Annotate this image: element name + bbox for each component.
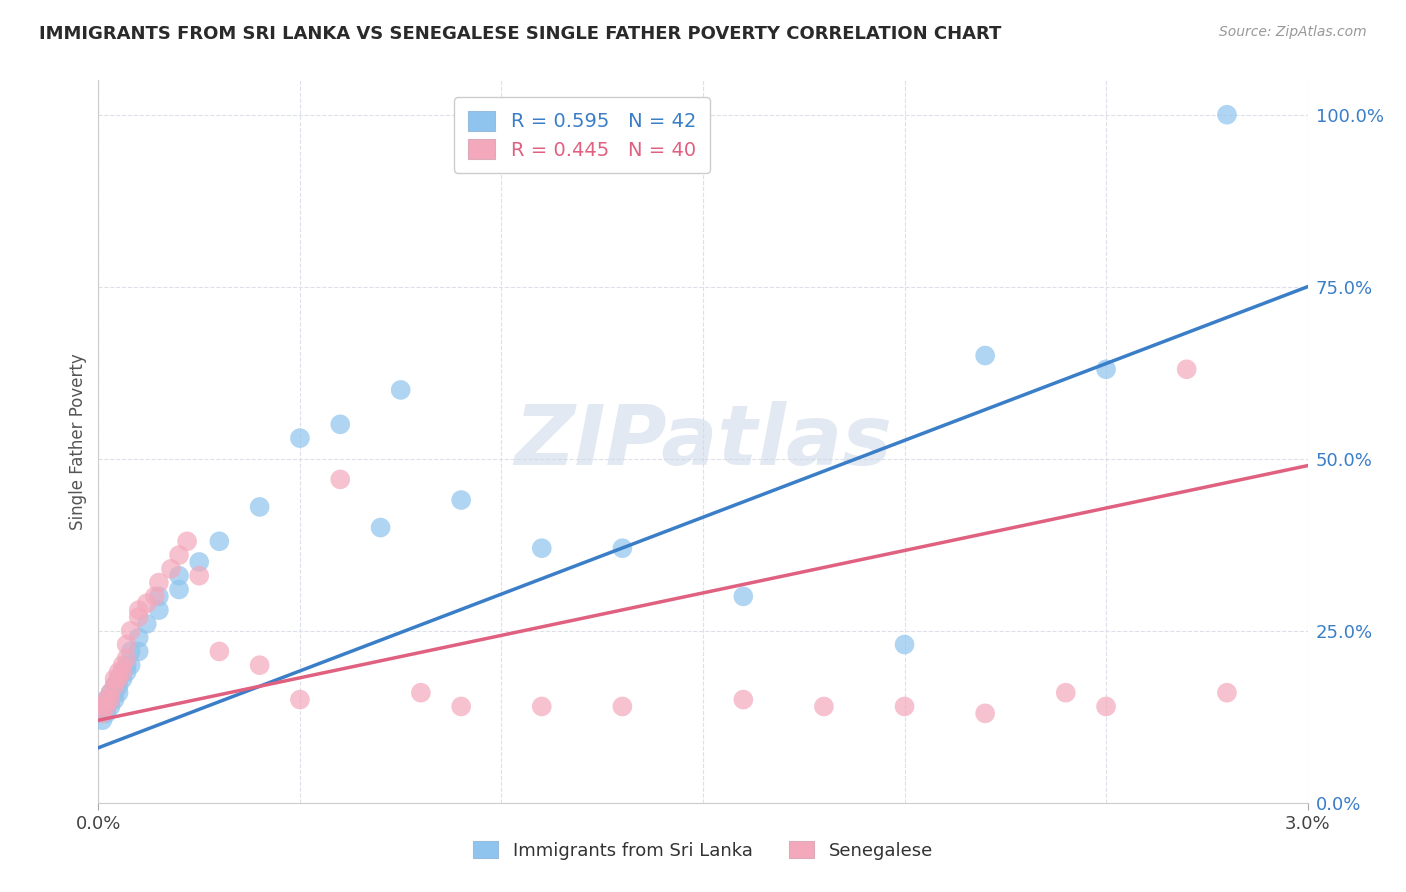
Point <box>530 699 553 714</box>
Point <box>167 568 190 582</box>
Point <box>128 644 150 658</box>
Legend: Immigrants from Sri Lanka, Senegalese: Immigrants from Sri Lanka, Senegalese <box>465 834 941 867</box>
Point <box>107 672 129 686</box>
Point <box>111 665 134 679</box>
Text: Source: ZipAtlas.com: Source: ZipAtlas.com <box>1219 25 1367 39</box>
Point <box>91 713 114 727</box>
Point <box>612 541 634 556</box>
Point <box>530 541 553 556</box>
Point <box>103 679 125 693</box>
Point <box>813 699 835 714</box>
Point <box>103 692 125 706</box>
Point <box>115 651 138 665</box>
Point <box>128 631 150 645</box>
Point <box>107 672 129 686</box>
Y-axis label: Single Father Poverty: Single Father Poverty <box>69 353 87 530</box>
Point <box>1054 686 1077 700</box>
Point <box>111 665 134 679</box>
Point <box>389 383 412 397</box>
Point <box>612 699 634 714</box>
Point <box>103 686 125 700</box>
Point <box>893 699 915 714</box>
Point <box>188 555 211 569</box>
Point <box>143 590 166 604</box>
Point <box>1095 699 1118 714</box>
Point <box>96 699 118 714</box>
Point <box>107 679 129 693</box>
Point <box>1216 686 1239 700</box>
Point <box>974 706 997 721</box>
Point <box>91 699 114 714</box>
Point <box>96 706 118 721</box>
Point <box>96 699 118 714</box>
Point <box>249 658 271 673</box>
Point <box>1175 362 1198 376</box>
Point <box>288 431 311 445</box>
Point <box>733 692 755 706</box>
Point <box>1095 362 1118 376</box>
Point <box>893 638 915 652</box>
Point <box>450 493 472 508</box>
Point <box>128 610 150 624</box>
Point <box>120 658 142 673</box>
Point <box>160 562 183 576</box>
Point <box>249 500 271 514</box>
Point <box>135 616 157 631</box>
Point <box>120 644 142 658</box>
Point <box>329 472 352 486</box>
Point <box>100 686 122 700</box>
Point <box>167 582 190 597</box>
Point <box>148 603 170 617</box>
Point <box>188 568 211 582</box>
Point <box>329 417 352 432</box>
Point <box>120 624 142 638</box>
Point <box>96 692 118 706</box>
Text: ZIPatlas: ZIPatlas <box>515 401 891 482</box>
Point <box>107 665 129 679</box>
Point <box>128 603 150 617</box>
Point <box>148 575 170 590</box>
Point <box>135 596 157 610</box>
Point <box>208 534 231 549</box>
Point <box>1216 108 1239 122</box>
Point <box>111 672 134 686</box>
Point <box>167 548 190 562</box>
Point <box>409 686 432 700</box>
Point <box>103 672 125 686</box>
Point <box>91 706 114 721</box>
Point <box>115 665 138 679</box>
Point <box>450 699 472 714</box>
Point <box>103 679 125 693</box>
Point <box>100 686 122 700</box>
Point <box>148 590 170 604</box>
Point <box>115 638 138 652</box>
Point <box>100 692 122 706</box>
Legend: R = 0.595   N = 42, R = 0.445   N = 40: R = 0.595 N = 42, R = 0.445 N = 40 <box>454 97 710 173</box>
Point <box>115 658 138 673</box>
Point <box>100 692 122 706</box>
Point <box>208 644 231 658</box>
Text: IMMIGRANTS FROM SRI LANKA VS SENEGALESE SINGLE FATHER POVERTY CORRELATION CHART: IMMIGRANTS FROM SRI LANKA VS SENEGALESE … <box>39 25 1001 43</box>
Point <box>107 686 129 700</box>
Point <box>91 706 114 721</box>
Point <box>96 692 118 706</box>
Point <box>111 658 134 673</box>
Point <box>100 699 122 714</box>
Point <box>370 520 392 534</box>
Point <box>288 692 311 706</box>
Point <box>176 534 198 549</box>
Point <box>733 590 755 604</box>
Point <box>974 349 997 363</box>
